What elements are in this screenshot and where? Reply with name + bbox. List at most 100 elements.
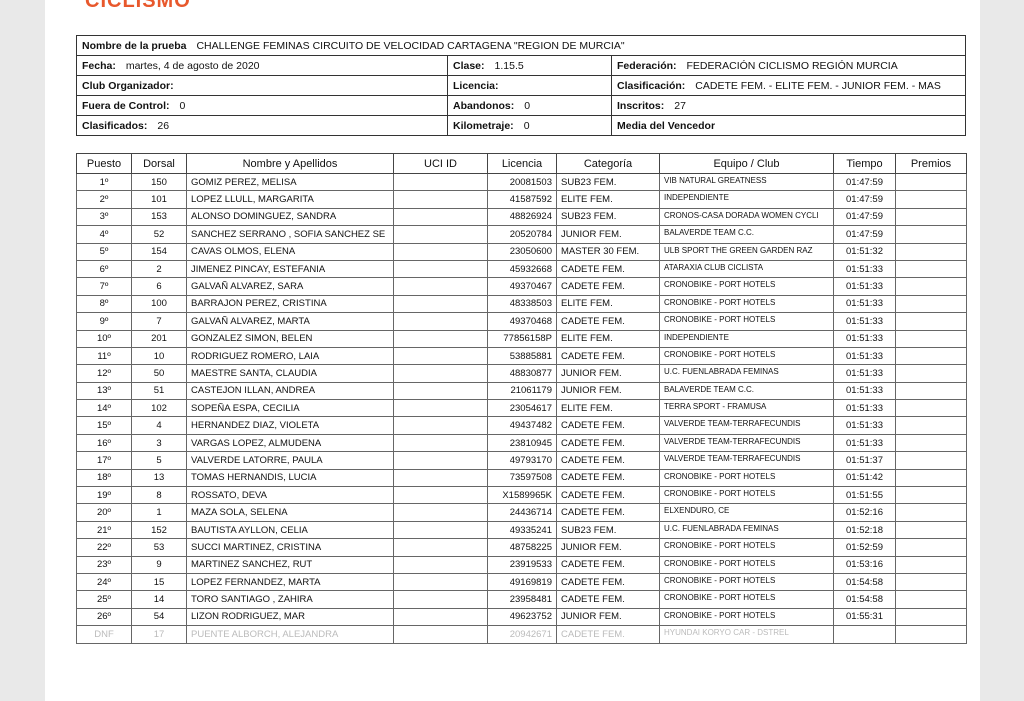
cell-license: 48758225 [487, 538, 557, 557]
cell-license: 49437482 [487, 416, 557, 435]
column-header-prizes: Premios [895, 153, 967, 174]
cell-time: 01:54:58 [833, 572, 896, 592]
table-row: 20º 1 MAZA SOLA, SELENA 24436714 CADETE FEM.… [76, 503, 967, 522]
cell-category: CADETE FEM. [556, 572, 660, 592]
table-row: 3º 153 ALONSO DOMINGUEZ, SANDRA 48826924 SUB… [76, 207, 967, 227]
cell-time: 01:51:33 [833, 294, 896, 314]
cell-position: 16º [76, 433, 132, 453]
cell-category: CADETE FEM. [556, 433, 660, 453]
cell-name: RODRIGUEZ ROMERO, LAIA [186, 346, 394, 366]
cell-uci-id [393, 225, 488, 244]
cell-team: U.C. FUENLABRADA FEMINAS [659, 364, 834, 383]
cell-time: 01:51:33 [833, 416, 896, 435]
column-header-category: Categoría [556, 153, 660, 174]
cell-name: MAZA SOLA, SELENA [186, 503, 394, 522]
table-row: 1º 150 GOMIZ PEREZ, MELISA 20081503 SUB23 FE… [76, 172, 967, 192]
logo-text: CICLISMO [85, 0, 191, 12]
table-row: 22º 53 SUCCI MARTINEZ, CRISTINA 48758225 JUN… [76, 538, 967, 557]
cell-team: CRONOBIKE - PORT HOTELS [659, 538, 834, 557]
cell-category: CADETE FEM. [556, 486, 660, 505]
cell-category: CADETE FEM. [556, 503, 660, 522]
cell-position: 13º [76, 381, 132, 401]
table-row: 4º 52 SANCHEZ SERRANO , SOFIA SANCHEZ SE 20… [76, 225, 967, 244]
cell-time: 01:47:59 [833, 172, 896, 192]
cell-uci-id [393, 277, 488, 296]
cell-time: 01:51:37 [833, 451, 896, 470]
cell-team: CRONOBIKE - PORT HOTELS [659, 486, 834, 505]
cell-license: 49370467 [487, 277, 557, 296]
column-header-name: Nombre y Apellidos [186, 153, 394, 174]
cell-team: CRONOBIKE - PORT HOTELS [659, 468, 834, 488]
cell-uci-id [393, 468, 488, 488]
cell-bib: 10 [131, 346, 187, 366]
cell-name: PUENTE ALBORCH, ALEJANDRA [186, 625, 394, 644]
cell-prizes [895, 555, 967, 574]
table-row: 18º 13 TOMAS HERNANDIS, LUCIA 73597508 CADET… [76, 468, 967, 488]
cell-bib: 51 [131, 381, 187, 401]
cell-bib: 52 [131, 225, 187, 244]
cell-team: CRONOBIKE - PORT HOTELS [659, 590, 834, 609]
cell-bib: 8 [131, 486, 187, 505]
cell-time: 01:51:33 [833, 346, 896, 366]
cell-time: 01:52:59 [833, 538, 896, 557]
cell-time: 01:55:31 [833, 607, 896, 627]
cell-category: ELITE FEM. [556, 294, 660, 314]
cell-category: ELITE FEM. [556, 399, 660, 418]
cell-team: VALVERDE TEAM-TERRAFECUNDIS [659, 416, 834, 435]
cell-position: 11º [76, 346, 132, 366]
cell-category: ELITE FEM. [556, 329, 660, 348]
cell-bib: 53 [131, 538, 187, 557]
table-row: 2º 101 LOPEZ LLULL, MARGARITA 41587592 ELITE… [76, 190, 967, 209]
cell-bib: 7 [131, 312, 187, 331]
cell-bib: 4 [131, 416, 187, 435]
table-row: 13º 51 CASTEJON ILLAN, ANDREA 21061179 JUNIO… [76, 381, 967, 401]
cell-uci-id [393, 625, 488, 644]
out-of-control-cell: Fuera de Control: 0 [76, 95, 448, 116]
cell-bib: 14 [131, 590, 187, 609]
cell-bib: 152 [131, 520, 187, 540]
table-row: 24º 15 LOPEZ FERNANDEZ, MARTA 49169819 CADET… [76, 572, 967, 592]
cell-bib: 154 [131, 242, 187, 261]
federation-cell: Federación: FEDERACIÓN CICLISMO REGIÓN MU… [611, 55, 966, 76]
cell-category: CADETE FEM. [556, 451, 660, 470]
cell-category: SUB23 FEM. [556, 172, 660, 192]
cell-team: ULB SPORT THE GREEN GARDEN RAZ [659, 242, 834, 261]
cell-bib: 3 [131, 433, 187, 453]
cell-name: GONZALEZ SIMON, BELEN [186, 329, 394, 348]
cell-license: 49793170 [487, 451, 557, 470]
cell-name: ROSSATO, DEVA [186, 486, 394, 505]
cell-license: 49623752 [487, 607, 557, 627]
cell-team: INDEPENDIENTE [659, 329, 834, 348]
table-row: 9º 7 GALVAÑ ALVAREZ, MARTA 49370468 CADETE F… [76, 312, 967, 331]
table-row: 16º 3 VARGAS LOPEZ, ALMUDENA 23810945 CADETE… [76, 433, 967, 453]
cell-position: 24º [76, 572, 132, 592]
table-row: 23º 9 MARTINEZ SANCHEZ, RUT 23919533 CADETE … [76, 555, 967, 574]
cell-bib: 2 [131, 259, 187, 279]
cell-name: CAVAS OLMOS, ELENA [186, 242, 394, 261]
cell-license: 23919533 [487, 555, 557, 574]
cell-time [833, 625, 896, 644]
cell-prizes [895, 503, 967, 522]
cell-position: 8º [76, 294, 132, 314]
cell-time: 01:51:33 [833, 399, 896, 418]
cell-category: JUNIOR FEM. [556, 538, 660, 557]
cell-prizes [895, 381, 967, 401]
cell-position: 10º [76, 329, 132, 348]
cell-team: CRONOBIKE - PORT HOTELS [659, 277, 834, 296]
table-row: 5º 154 CAVAS OLMOS, ELENA 23050600 MASTER 30… [76, 242, 967, 261]
cell-time: 01:52:16 [833, 503, 896, 522]
class-cell: Clase: 1.15.5 [447, 55, 612, 76]
cell-time: 01:51:42 [833, 468, 896, 488]
cell-license: 73597508 [487, 468, 557, 488]
cell-bib: 150 [131, 172, 187, 192]
cell-uci-id [393, 486, 488, 505]
cell-bib: 102 [131, 399, 187, 418]
cell-category: SUB23 FEM. [556, 207, 660, 227]
cell-name: SOPEÑA ESPA, CECILIA [186, 399, 394, 418]
cell-position: 25º [76, 590, 132, 609]
race-info-table: Nombre de la prueba CHALLENGE FEMINAS CIR… [76, 35, 966, 136]
cell-prizes [895, 172, 967, 192]
column-header-license: Licencia [487, 153, 557, 174]
column-header-position: Puesto [76, 153, 132, 174]
cell-prizes [895, 468, 967, 488]
